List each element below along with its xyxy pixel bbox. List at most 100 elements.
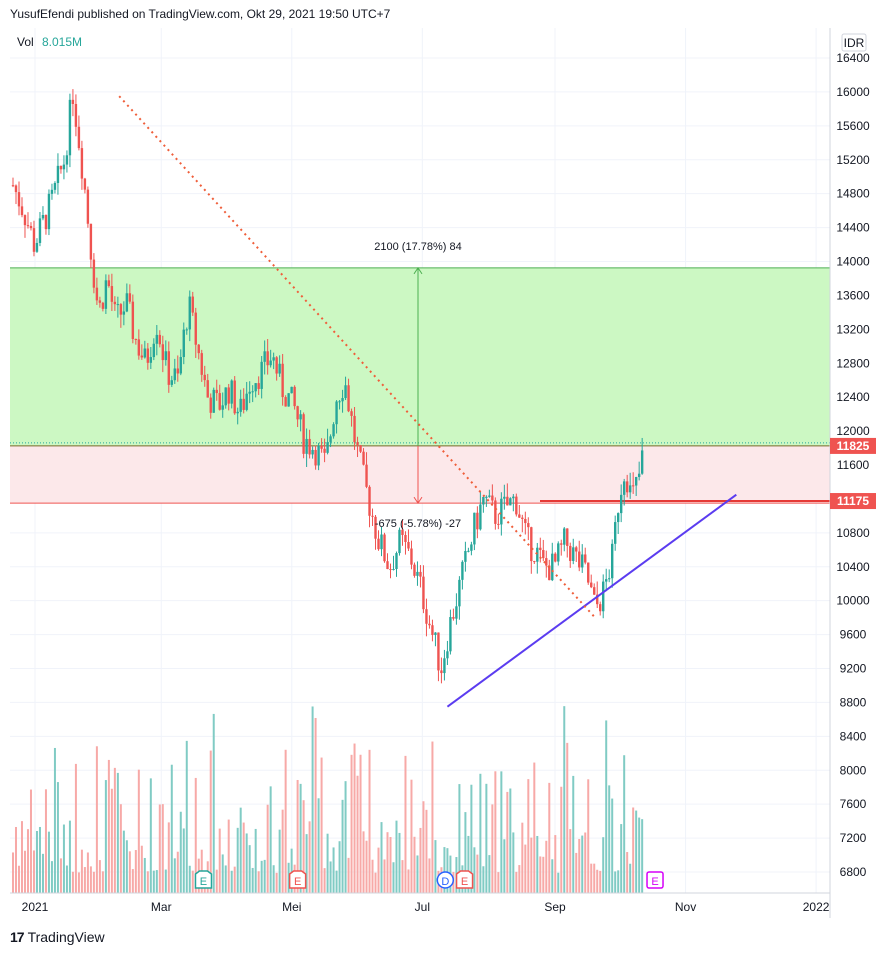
- candle-body: [239, 398, 242, 412]
- event-marker-dividend: D: [436, 871, 455, 889]
- price-axis[interactable]: 16400 16000 15600 15200 14800 14400 14000 13600…: [836, 51, 870, 879]
- candle: [619, 484, 623, 523]
- candle-body: [539, 547, 542, 551]
- time-axis[interactable]: 2021 Mar Mei Jul Sep Nov 2022: [22, 900, 830, 914]
- volume-bar: [341, 799, 344, 893]
- candle: [527, 517, 530, 541]
- y-tick-label: 14800: [836, 187, 870, 201]
- candle-body: [464, 550, 467, 562]
- stop-arrowhead: [413, 496, 423, 505]
- candle: [191, 291, 194, 316]
- candle: [356, 436, 359, 458]
- candle-body: [359, 445, 362, 452]
- tradingview-logo[interactable]: 17 TradingView: [10, 929, 105, 945]
- volume-bar: [479, 773, 482, 893]
- volume-bar: [383, 859, 386, 893]
- candle-body: [551, 553, 554, 581]
- candle: [197, 343, 200, 360]
- candle-body: [35, 242, 39, 252]
- candle-body: [191, 296, 194, 313]
- candle: [20, 197, 24, 218]
- candle: [566, 528, 569, 558]
- candle: [545, 550, 548, 578]
- candle: [613, 515, 617, 551]
- drawing-tools[interactable]: [118, 95, 737, 708]
- y-tick-label: 14000: [836, 255, 870, 269]
- candle: [116, 296, 120, 318]
- candle: [392, 555, 395, 571]
- candle: [401, 519, 404, 546]
- last-price-label: 11825: [837, 439, 870, 453]
- candle-body: [272, 357, 275, 361]
- event-marker-earnings-up: E: [194, 870, 213, 889]
- candle-body: [305, 438, 308, 454]
- volume-bar: [14, 826, 17, 893]
- volume-bar: [521, 822, 524, 893]
- candle: [590, 574, 593, 589]
- y-tick-label: 13200: [836, 322, 870, 336]
- volume-bar: [482, 866, 485, 893]
- candle: [596, 581, 599, 609]
- candle-body: [179, 357, 182, 374]
- candle-body: [125, 293, 129, 312]
- volume-bar: [434, 840, 437, 893]
- candle-body: [494, 500, 497, 524]
- candle-body: [86, 189, 90, 224]
- candle-body: [452, 617, 455, 619]
- candle: [419, 565, 422, 588]
- candle: [602, 574, 605, 619]
- candle: [578, 540, 581, 572]
- candle: [374, 514, 377, 550]
- candle-body: [569, 545, 572, 561]
- candle: [293, 385, 296, 410]
- candle-body: [101, 302, 105, 309]
- candle: [209, 393, 212, 419]
- volume-bar: [146, 871, 149, 893]
- candle-body: [194, 312, 197, 345]
- candle-body: [197, 344, 200, 354]
- volume-bar: [167, 822, 170, 893]
- volume-bar: [32, 850, 35, 893]
- candle: [140, 344, 144, 360]
- volume-bar: [584, 832, 587, 893]
- candle-body: [401, 529, 404, 535]
- candle-body: [269, 360, 272, 366]
- candle-body: [188, 296, 191, 330]
- candle-body: [221, 405, 224, 410]
- candle: [95, 277, 99, 305]
- volume-bar: [635, 810, 638, 893]
- candle-body: [236, 411, 239, 414]
- candle-body: [398, 529, 401, 554]
- currency-badge[interactable]: [841, 33, 867, 52]
- candle-body: [320, 445, 323, 449]
- stop-zone[interactable]: [10, 445, 830, 504]
- candle-body: [38, 218, 42, 243]
- volume-bar: [428, 858, 431, 893]
- candle: [476, 506, 479, 539]
- volume-bar: [35, 831, 38, 893]
- candle-body: [158, 334, 162, 345]
- candle-body: [68, 99, 72, 156]
- candle-body: [110, 286, 114, 302]
- y-tick-label: 8800: [840, 695, 867, 709]
- candle: [26, 212, 30, 229]
- volume-bar: [233, 866, 236, 893]
- candle: [242, 388, 245, 414]
- candle: [200, 349, 203, 382]
- candle-body: [458, 579, 461, 607]
- candle: [587, 562, 590, 585]
- candle-body: [425, 609, 428, 624]
- volume-bar: [542, 856, 545, 893]
- downtrend-line: [118, 95, 596, 619]
- candle: [359, 445, 362, 453]
- publisher-line: YusufEfendi published on TradingView.com…: [10, 7, 391, 21]
- volume-bar: [185, 740, 188, 893]
- candle: [485, 495, 488, 507]
- candle-body: [434, 632, 437, 635]
- candle-body: [467, 550, 470, 552]
- candle-body: [290, 386, 293, 394]
- volume-bar: [83, 867, 86, 893]
- y-tick-label: 14400: [836, 221, 870, 235]
